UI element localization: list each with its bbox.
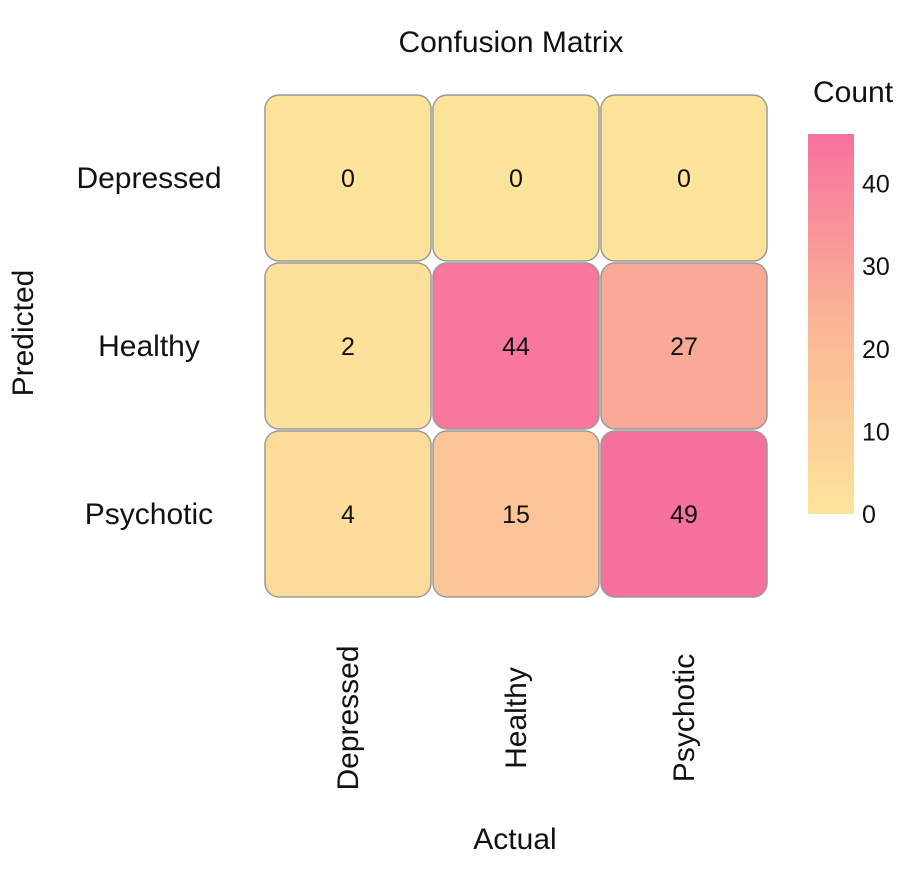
heatmap-cell xyxy=(432,94,600,262)
colorbar-tick-label: 20 xyxy=(862,336,890,364)
heatmap-cells: 0 0 0 2 44 27 4 15 49 xyxy=(264,94,768,598)
cell-value-label: 0 xyxy=(509,165,523,193)
colorbar-tick-label: 40 xyxy=(862,171,890,199)
y-tick-label: Psychotic xyxy=(85,498,213,531)
heatmap-cell xyxy=(600,430,768,598)
heatmap-cell xyxy=(600,262,768,430)
cell-value-label: 4 xyxy=(341,501,355,529)
x-tick-label: Psychotic xyxy=(668,654,701,782)
y-axis-ticks: Depressed Healthy Psychotic xyxy=(76,162,221,531)
y-tick-label: Healthy xyxy=(98,330,200,363)
x-axis-ticks: Depressed Healthy Psychotic xyxy=(332,645,701,790)
heatmap-cell xyxy=(600,94,768,262)
cell-value-label: 49 xyxy=(670,501,698,529)
colorbar-tick-label: 10 xyxy=(862,418,890,446)
heatmap-cell xyxy=(264,430,432,598)
chart-title: Confusion Matrix xyxy=(398,26,623,59)
heatmap-cell xyxy=(432,430,600,598)
cell-value-label: 15 xyxy=(502,501,530,529)
y-axis-title: Predicted xyxy=(7,270,40,397)
heatmap-cell xyxy=(264,94,432,262)
heatmap-cell xyxy=(432,262,600,430)
x-axis-title: Actual xyxy=(473,823,556,856)
colorbar-tick-label: 0 xyxy=(862,501,876,529)
colorbar: 0 10 20 30 40 xyxy=(808,134,890,529)
x-tick-label: Healthy xyxy=(500,667,533,769)
cell-value-label: 0 xyxy=(341,165,355,193)
cell-value-label: 27 xyxy=(670,333,698,361)
colorbar-title: Count xyxy=(813,76,894,109)
colorbar-tick-label: 30 xyxy=(862,253,890,281)
y-tick-label: Depressed xyxy=(76,162,221,195)
cell-value-label: 2 xyxy=(341,333,355,361)
x-tick-label: Depressed xyxy=(332,645,365,790)
cell-value-label: 0 xyxy=(677,165,691,193)
colorbar-gradient xyxy=(808,134,854,514)
cell-value-label: 44 xyxy=(502,333,530,361)
heatmap-cell xyxy=(264,262,432,430)
